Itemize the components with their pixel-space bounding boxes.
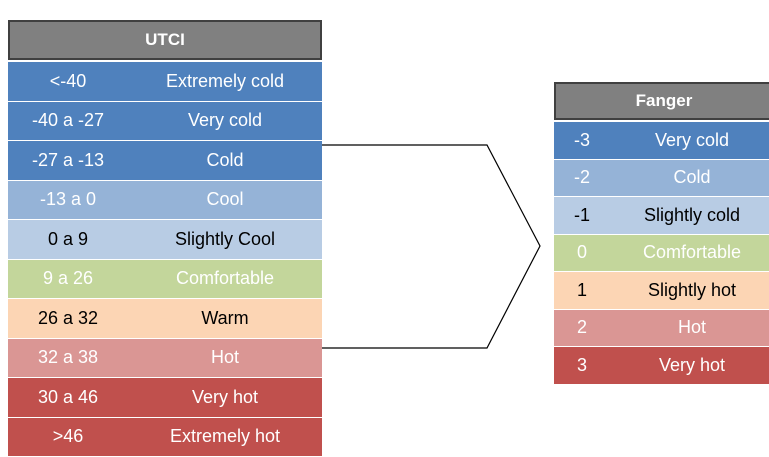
label: Comfortable — [642, 242, 742, 263]
range: -3 — [573, 129, 590, 150]
range: 32 a 38 — [37, 347, 99, 368]
label: Warm — [201, 307, 249, 328]
range: 1 — [576, 279, 587, 300]
range: 30 a 46 — [37, 386, 99, 407]
row: 26 a 32 Warm — [8, 298, 322, 338]
row: 9 a 26 Comfortable — [8, 258, 322, 298]
row: 3 Very hot — [554, 346, 769, 384]
header: UTCI — [8, 20, 322, 60]
row: <-40 Extremely cold — [8, 61, 322, 101]
row: -27 a -13 Cold — [8, 140, 322, 180]
range: 0 a 9 — [47, 228, 89, 249]
label: Very cold — [187, 110, 263, 131]
range: -1 — [573, 204, 590, 225]
label: Extremely cold — [165, 70, 285, 91]
row: -1 Slightly cold — [554, 196, 769, 234]
range: -2 — [573, 167, 590, 188]
label: Cold — [206, 149, 244, 170]
range: <-40 — [49, 70, 87, 91]
row: >46 Extremely hot — [8, 416, 322, 456]
label: Cold — [673, 167, 711, 188]
range: 26 a 32 — [37, 307, 99, 328]
label: Slightly hot — [647, 279, 737, 300]
row: -40 a -27 Very cold — [8, 100, 322, 140]
label: Very hot — [191, 386, 259, 407]
row: 0 a 9 Slightly Cool — [8, 219, 322, 259]
row: -13 a 0 Cool — [8, 179, 322, 219]
label: Hot — [210, 347, 239, 368]
row: 32 a 38 Hot — [8, 337, 322, 377]
range: >46 — [52, 426, 84, 447]
range: 0 — [576, 242, 587, 263]
arrow — [322, 144, 541, 349]
label: Cool — [206, 189, 244, 210]
row: -3 Very cold — [554, 121, 769, 159]
row: -2 Cold — [554, 158, 769, 196]
range: -27 a -13 — [31, 149, 105, 170]
range: 9 a 26 — [42, 268, 94, 289]
label: Hot — [677, 317, 706, 338]
range: -13 a 0 — [39, 189, 97, 210]
row: 30 a 46 Very hot — [8, 377, 322, 417]
label: Very hot — [658, 354, 726, 375]
label: Very cold — [654, 129, 730, 150]
range: 2 — [576, 317, 587, 338]
range: -40 a -27 — [31, 110, 105, 131]
label: Slightly cold — [643, 204, 741, 225]
row: 0 Comfortable — [554, 233, 769, 271]
range: 3 — [576, 354, 587, 375]
row: 1 Slightly hot — [554, 271, 769, 309]
label: Slightly Cool — [174, 228, 276, 249]
header: Fanger — [554, 82, 769, 120]
label: Comfortable — [175, 268, 275, 289]
row: 2 Hot — [554, 308, 769, 346]
label: Extremely hot — [169, 426, 281, 447]
